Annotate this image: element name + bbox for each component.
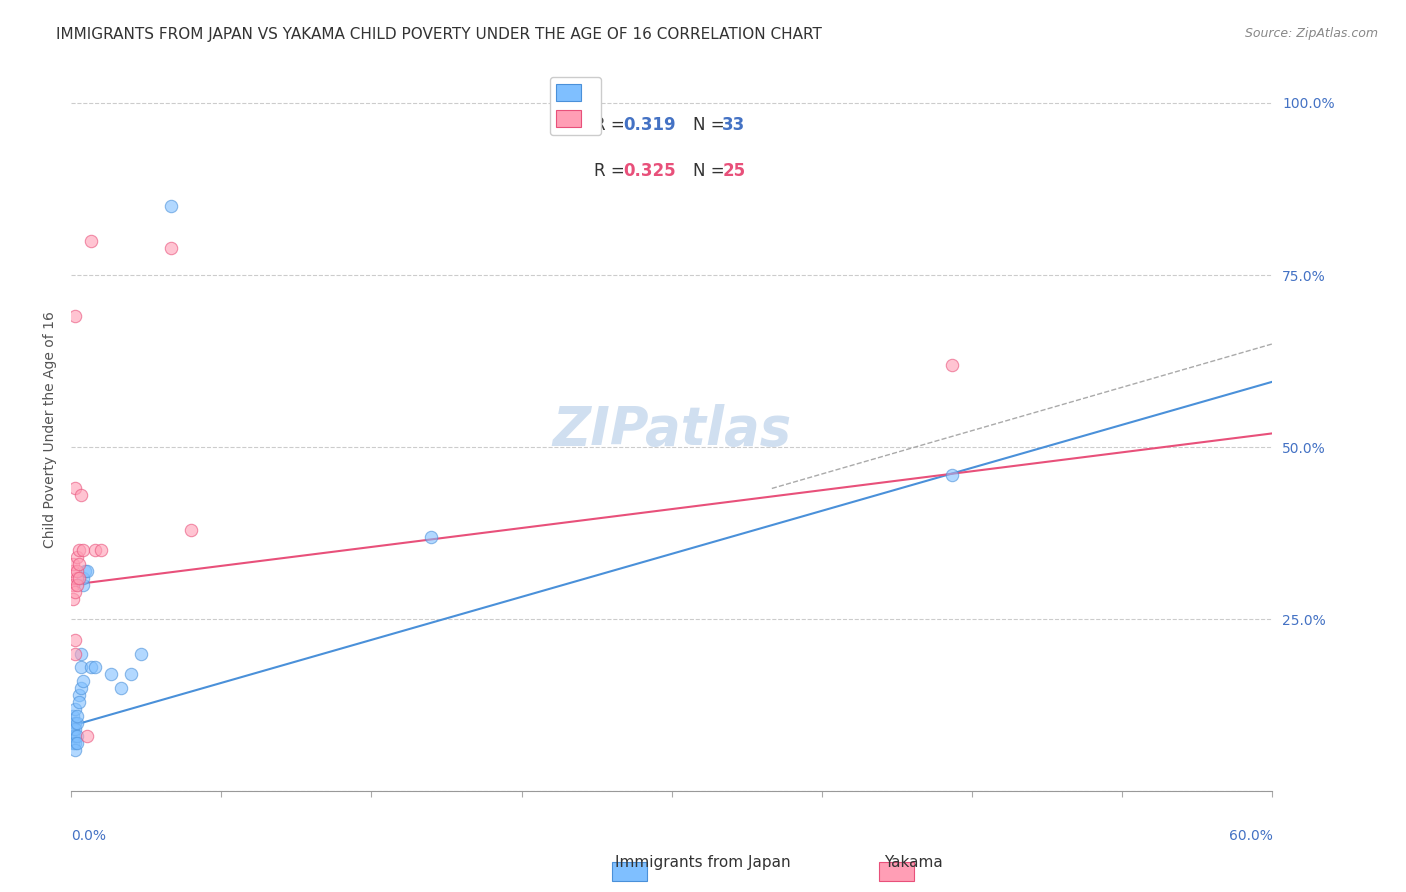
Point (62, 729, 84, 743)
Point (66, 571, 89, 585)
Point (63, 482, 86, 496)
Point (70, 681, 93, 695)
Y-axis label: Child Poverty Under the Age of 16: Child Poverty Under the Age of 16 (44, 311, 58, 549)
Point (80, 660, 103, 674)
Text: Yakama: Yakama (884, 855, 943, 870)
Point (84, 660, 107, 674)
Point (66, 736, 89, 750)
Point (72, 571, 94, 585)
Text: R =: R = (593, 115, 630, 134)
Text: Source: ZipAtlas.com: Source: ZipAtlas.com (1244, 27, 1378, 40)
Point (63, 702, 86, 716)
Text: 33: 33 (723, 115, 745, 134)
Point (70, 647, 93, 661)
Text: 0.325: 0.325 (624, 162, 676, 180)
Text: IMMIGRANTS FROM JAPAN VS YAKAMA CHILD POVERTY UNDER THE AGE OF 16 CORRELATION CH: IMMIGRANTS FROM JAPAN VS YAKAMA CHILD PO… (56, 27, 823, 42)
Point (67, 695, 90, 709)
Point (160, 240, 183, 254)
Point (62, 591, 84, 606)
Point (66, 578, 89, 592)
Point (62, 708, 84, 723)
Text: 25: 25 (723, 162, 745, 180)
Point (66, 729, 89, 743)
Point (63, 736, 86, 750)
Point (62, 723, 84, 737)
Point (63, 647, 86, 661)
Point (110, 681, 132, 695)
Point (62, 578, 84, 592)
Point (62, 557, 84, 571)
Point (63, 723, 86, 737)
Point (62, 736, 84, 750)
Text: N =: N = (693, 162, 730, 180)
Point (180, 523, 202, 537)
Point (120, 667, 142, 681)
Point (70, 660, 93, 674)
Point (63, 584, 86, 599)
Point (66, 550, 89, 565)
Point (70, 488, 93, 502)
Point (160, 199, 183, 213)
Text: Immigrants from Japan: Immigrants from Japan (616, 855, 790, 870)
Point (73, 564, 96, 578)
Point (80, 234, 103, 248)
Point (66, 564, 89, 578)
Point (76, 729, 98, 743)
Point (129, 647, 152, 661)
Point (67, 688, 90, 702)
Point (66, 708, 89, 723)
Point (100, 667, 122, 681)
Point (84, 543, 107, 558)
Point (63, 632, 86, 647)
Point (72, 578, 94, 592)
Point (63, 715, 86, 730)
Point (941, 467, 963, 482)
Point (63, 729, 86, 743)
Point (63, 743, 86, 757)
Text: 0.319: 0.319 (624, 115, 676, 134)
Point (63, 310, 86, 324)
Text: R =: R = (593, 162, 630, 180)
Point (420, 530, 443, 544)
Point (67, 557, 90, 571)
Text: N =: N = (693, 115, 730, 134)
Legend: , : , (550, 77, 602, 135)
Point (941, 358, 963, 372)
Point (67, 571, 90, 585)
Point (72, 674, 94, 689)
Point (76, 564, 98, 578)
Point (67, 543, 90, 558)
Point (90, 543, 112, 558)
Point (66, 715, 89, 730)
Text: 0.0%: 0.0% (72, 830, 105, 843)
Point (62, 564, 84, 578)
Point (72, 543, 94, 558)
Text: ZIPatlas: ZIPatlas (553, 404, 792, 456)
Text: 60.0%: 60.0% (1229, 830, 1272, 843)
